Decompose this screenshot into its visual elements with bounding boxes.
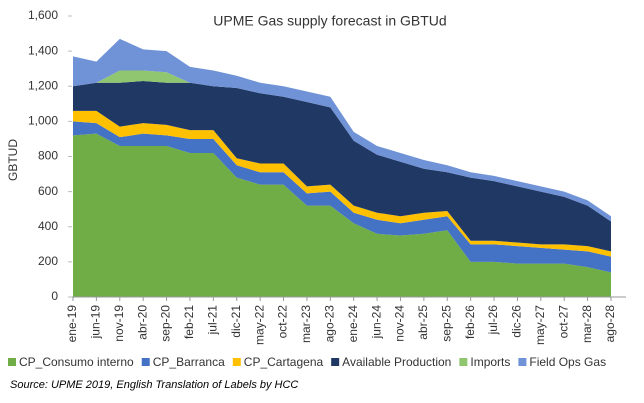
x-tick-label: jun-19 xyxy=(89,305,103,340)
x-tick-label: jun-24 xyxy=(369,305,383,340)
x-tick-label: oct-27 xyxy=(556,305,570,339)
area xyxy=(73,38,611,222)
legend-swatch xyxy=(8,358,16,366)
y-tick-label: 1,400 xyxy=(28,43,58,57)
x-tick-label: mar-23 xyxy=(299,305,313,343)
source-note: Source: UPME 2019, English Translation o… xyxy=(10,379,298,391)
x-tick-label: sep-20 xyxy=(159,305,173,342)
x-tick-label: mar-28 xyxy=(580,305,594,343)
x-tick-label: abr-20 xyxy=(135,305,149,340)
chart-title: UPME Gas supply forecast in GBTUd xyxy=(213,13,446,29)
x-tick-label: ene-24 xyxy=(346,305,360,343)
x-tick-label: may-27 xyxy=(533,305,547,345)
x-tick-label: ago-23 xyxy=(322,305,336,343)
legend-label: Field Ops Gas xyxy=(529,355,606,369)
legend-label: CP_Cartagena xyxy=(244,355,324,369)
y-tick-label: 600 xyxy=(38,184,58,198)
x-tick-label: dic-26 xyxy=(510,305,524,338)
x-tick-label: abr-25 xyxy=(416,305,430,340)
legend-swatch xyxy=(459,358,468,366)
x-tick-label: sep-25 xyxy=(439,305,453,342)
legend-label: Imports xyxy=(470,355,510,369)
y-axis-label: GBTUD xyxy=(6,139,20,181)
x-tick-label: ene-19 xyxy=(65,305,79,343)
legend-swatch xyxy=(518,358,527,366)
x-tick-label: oct-22 xyxy=(276,305,290,339)
x-tick-label: feb-21 xyxy=(182,305,196,339)
y-tick-label: 200 xyxy=(38,254,58,268)
legend-swatch xyxy=(141,358,150,366)
legend-label: CP_Barranca xyxy=(153,355,225,369)
x-tick-label: nov-19 xyxy=(112,305,126,342)
legend-swatch xyxy=(331,358,340,366)
area xyxy=(73,121,611,273)
x-tick-label: nov-24 xyxy=(393,305,407,342)
x-tick-label: ago-28 xyxy=(603,305,617,343)
y-tick-label: 800 xyxy=(38,149,58,163)
legend-label: Available Production xyxy=(342,355,451,369)
legend-label: CP_Consumo interno xyxy=(19,355,134,369)
area xyxy=(73,133,611,297)
area xyxy=(73,80,611,252)
x-tick-label: jul-21 xyxy=(206,305,220,336)
x-tick-label: dic-21 xyxy=(229,305,243,338)
y-tick-label: 1,600 xyxy=(28,8,58,22)
x-tick-label: feb-26 xyxy=(463,305,477,339)
x-tick-label: may-22 xyxy=(252,305,266,345)
y-tick-label: 1,200 xyxy=(28,78,58,92)
y-tick-label: 0 xyxy=(51,289,58,303)
x-tick-label: jul-26 xyxy=(486,305,500,336)
y-tick-label: 1,000 xyxy=(28,114,58,128)
legend-swatch xyxy=(232,358,241,366)
y-tick-label: 400 xyxy=(38,219,58,233)
